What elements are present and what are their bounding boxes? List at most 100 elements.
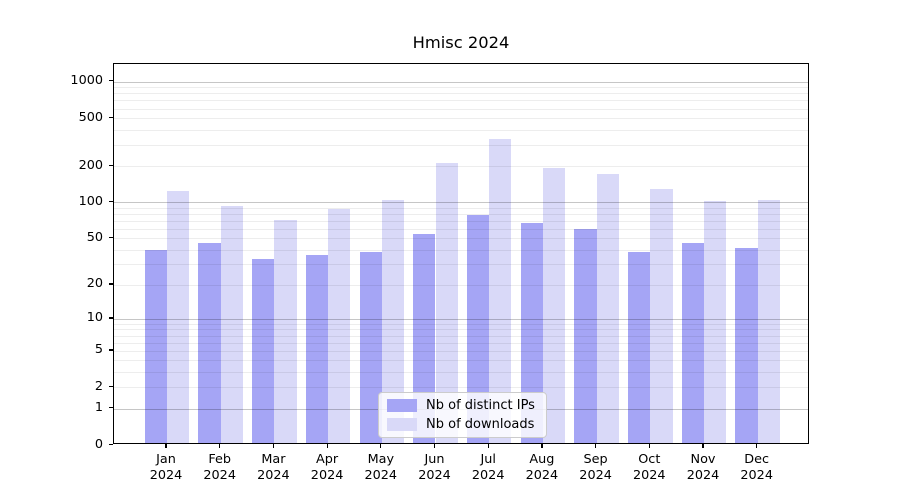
y-tick-label: 500 bbox=[78, 109, 103, 125]
bar-downloads-jul bbox=[489, 139, 512, 443]
y-tick bbox=[108, 349, 113, 351]
x-tick-label: Mar 2024 bbox=[257, 452, 290, 483]
y-gridline-minor bbox=[114, 118, 808, 120]
x-tick bbox=[326, 444, 328, 448]
y-tick bbox=[108, 200, 113, 203]
y-gridline-minor bbox=[114, 207, 808, 209]
bar-distinct-ips-mar bbox=[252, 259, 275, 443]
y-gridline-minor bbox=[114, 166, 808, 168]
y-gridline-minor bbox=[114, 129, 808, 131]
y-tick bbox=[108, 443, 113, 445]
x-tick bbox=[756, 444, 758, 448]
y-gridline-minor bbox=[114, 228, 808, 230]
y-tick-label: 100 bbox=[78, 193, 103, 209]
bar-distinct-ips-apr bbox=[305, 254, 329, 443]
y-gridline-minor bbox=[114, 213, 808, 215]
bar-distinct-ips-jun bbox=[413, 234, 436, 443]
y-gridline-minor bbox=[114, 284, 808, 286]
bars-layer bbox=[114, 64, 808, 443]
y-gridline-minor bbox=[114, 329, 808, 331]
bar-downloads-may bbox=[381, 200, 405, 443]
y-tick bbox=[108, 283, 113, 285]
y-gridline-minor bbox=[114, 249, 808, 251]
y-gridline-major bbox=[114, 318, 808, 320]
y-tick bbox=[108, 407, 113, 409]
x-tick bbox=[648, 444, 650, 448]
bar-distinct-ips-nov bbox=[681, 242, 704, 443]
y-gridline-minor bbox=[114, 372, 808, 374]
y-gridline-minor bbox=[114, 350, 808, 352]
legend-swatch-distinct-ips bbox=[387, 399, 417, 412]
x-tick bbox=[433, 444, 436, 448]
y-gridline-minor bbox=[114, 93, 808, 95]
bar-downloads-jun bbox=[435, 163, 458, 443]
x-tick bbox=[219, 444, 221, 448]
bar-distinct-ips-feb bbox=[198, 242, 221, 443]
x-tick bbox=[380, 444, 382, 448]
bar-distinct-ips-may bbox=[359, 251, 382, 443]
bar-downloads-dec bbox=[757, 200, 780, 443]
x-tick-label: Oct 2024 bbox=[633, 452, 666, 483]
bar-downloads-apr bbox=[328, 208, 351, 443]
bar-distinct-ips-oct bbox=[628, 251, 651, 443]
y-gridline-minor bbox=[114, 264, 808, 266]
y-gridline-minor bbox=[114, 100, 808, 102]
y-gridline-minor bbox=[114, 144, 808, 146]
y-tick-label: 200 bbox=[78, 157, 103, 173]
y-gridline-minor bbox=[114, 360, 808, 362]
x-tick-label: Apr 2024 bbox=[310, 452, 344, 483]
legend-label-distinct-ips: Nb of distinct IPs bbox=[426, 398, 535, 413]
chart-title: Hmisc 2024 bbox=[412, 33, 510, 52]
x-tick-label: Jun 2024 bbox=[418, 452, 451, 483]
y-tick bbox=[108, 116, 113, 118]
y-tick-label: 10 bbox=[86, 310, 103, 326]
y-gridline-minor bbox=[114, 323, 808, 325]
bar-distinct-ips-jul bbox=[466, 215, 490, 443]
x-tick-label: Feb 2024 bbox=[203, 452, 236, 483]
x-tick-label: Jul 2024 bbox=[471, 452, 505, 483]
y-tick-label: 20 bbox=[86, 276, 103, 292]
plot-area: Nb of distinct IPs Nb of downloads bbox=[113, 63, 809, 444]
x-tick-label: May 2024 bbox=[364, 452, 398, 483]
y-gridline-minor bbox=[114, 387, 808, 389]
y-tick bbox=[108, 317, 113, 319]
bar-downloads-jan bbox=[167, 191, 190, 443]
grid-layer bbox=[114, 64, 808, 443]
bar-downloads-sep bbox=[596, 174, 619, 443]
y-tick-label: 0 bbox=[94, 436, 103, 452]
bar-downloads-mar bbox=[274, 220, 297, 443]
bar-distinct-ips-sep bbox=[574, 229, 597, 443]
x-tick bbox=[165, 444, 167, 448]
x-tick-label: Sep 2024 bbox=[579, 452, 612, 483]
bar-distinct-ips-aug bbox=[520, 223, 543, 443]
x-tick-label: Aug 2024 bbox=[525, 452, 559, 483]
bar-distinct-ips-jan bbox=[144, 250, 167, 443]
legend: Nb of distinct IPs Nb of downloads bbox=[378, 392, 547, 438]
x-tick-label: Jan 2024 bbox=[149, 452, 183, 483]
y-tick bbox=[108, 385, 113, 388]
x-tick bbox=[702, 444, 704, 448]
y-gridline-minor bbox=[114, 108, 808, 110]
y-gridline-minor bbox=[114, 220, 808, 222]
bar-downloads-aug bbox=[542, 168, 566, 443]
y-tick bbox=[108, 80, 113, 82]
y-tick-label: 50 bbox=[86, 229, 103, 245]
x-tick bbox=[272, 444, 275, 448]
x-tick bbox=[595, 444, 597, 448]
y-tick bbox=[108, 164, 113, 166]
bar-distinct-ips-dec bbox=[735, 247, 758, 443]
y-tick-label: 2 bbox=[94, 378, 103, 394]
bar-downloads-oct bbox=[650, 189, 673, 443]
y-gridline-major bbox=[114, 81, 808, 83]
y-tick bbox=[108, 236, 113, 239]
x-tick bbox=[541, 444, 543, 448]
x-tick-label: Dec 2024 bbox=[740, 452, 773, 483]
y-gridline-minor bbox=[114, 238, 808, 240]
y-gridline-minor bbox=[114, 87, 808, 89]
y-gridline-major bbox=[114, 202, 808, 204]
x-tick-label: Nov 2024 bbox=[686, 452, 720, 483]
y-gridline-minor bbox=[114, 335, 808, 337]
y-tick-label: 1000 bbox=[70, 73, 103, 89]
x-tick bbox=[487, 444, 489, 448]
